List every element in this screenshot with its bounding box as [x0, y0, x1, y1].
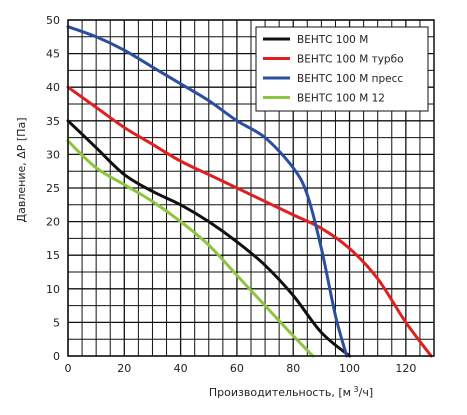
x-axis-title-main: Производительность, [м — [209, 386, 351, 399]
legend-label-4: ВЕНТС 100 М 12 — [297, 93, 385, 105]
y-tick-label: 30 — [46, 148, 60, 161]
x-tick-label: 60 — [230, 362, 244, 375]
plot-frame — [67, 19, 435, 357]
x-axis-title-superscript: 3 — [351, 385, 359, 394]
legend-label-3: ВЕНТС 100 М пресс — [297, 73, 403, 85]
y-tick-label: 5 — [53, 316, 60, 329]
x-tick-label: 40 — [174, 362, 188, 375]
legend-label-1: ВЕНТС 100 М — [297, 34, 368, 46]
x-tick-label: 80 — [286, 362, 300, 375]
series-line-2 — [66, 85, 433, 358]
y-tick-label: 40 — [46, 81, 60, 94]
x-tick-labels: 0 20 40 60 80 100 120 — [65, 362, 417, 375]
y-tick-label: 0 — [53, 350, 60, 363]
legend-items: ВЕНТС 100 М ВЕНТС 100 М турбо ВЕНТС 100 М … — [263, 34, 404, 105]
x-axis-title: Производительность, [м 3/ч] — [209, 385, 373, 399]
y-tick-label: 35 — [46, 115, 60, 128]
series-line-1 — [66, 119, 352, 358]
x-tick-label: 20 — [117, 362, 131, 375]
x-tick-label: 100 — [339, 362, 360, 375]
series-line-4 — [66, 139, 315, 358]
y-tick-label: 45 — [46, 48, 60, 61]
y-tick-label: 15 — [46, 249, 60, 262]
y-tick-label: 10 — [46, 283, 60, 296]
y-tick-label: 20 — [46, 216, 60, 229]
series-layer — [66, 25, 433, 358]
y-axis-title: Давление, ΔP [Па] — [15, 118, 28, 223]
y-tick-label: 50 — [46, 14, 60, 27]
legend: ВЕНТС 100 М ВЕНТС 100 М турбо ВЕНТС 100 М … — [255, 26, 429, 112]
y-tick-labels: 0 5 10 15 20 25 30 35 40 45 50 — [46, 14, 60, 363]
series-line-3 — [66, 25, 349, 358]
x-tick-label: 120 — [395, 362, 416, 375]
legend-label-2: ВЕНТС 100 М турбо — [297, 54, 404, 66]
y-tick-label: 25 — [46, 182, 60, 195]
x-tick-label: 0 — [65, 362, 72, 375]
x-axis-title-unit: /ч] — [359, 386, 374, 399]
